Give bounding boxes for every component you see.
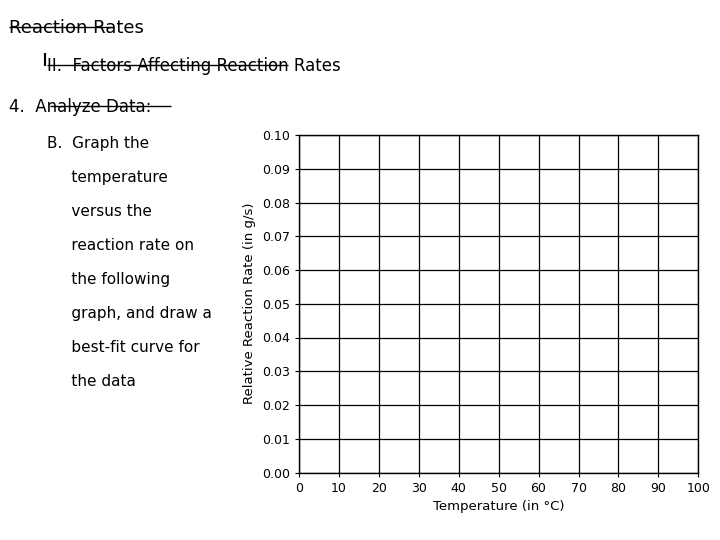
- Text: 4.  Analyze Data:: 4. Analyze Data:: [9, 98, 151, 116]
- Text: temperature: temperature: [47, 170, 168, 185]
- Y-axis label: Relative Reaction Rate (in g/s): Relative Reaction Rate (in g/s): [243, 203, 256, 404]
- Text: best-fit curve for: best-fit curve for: [47, 340, 199, 355]
- Text: graph, and draw a: graph, and draw a: [47, 306, 212, 321]
- Text: versus the: versus the: [47, 204, 152, 219]
- X-axis label: Temperature (in °C): Temperature (in °C): [433, 500, 564, 513]
- Text: the following: the following: [47, 272, 170, 287]
- Text: Reaction Rates: Reaction Rates: [9, 19, 143, 37]
- Text: II.  Factors Affecting Reaction Rates: II. Factors Affecting Reaction Rates: [47, 57, 341, 75]
- Text: reaction rate on: reaction rate on: [47, 238, 194, 253]
- Text: B.  Graph the: B. Graph the: [47, 136, 149, 151]
- Text: the data: the data: [47, 374, 135, 389]
